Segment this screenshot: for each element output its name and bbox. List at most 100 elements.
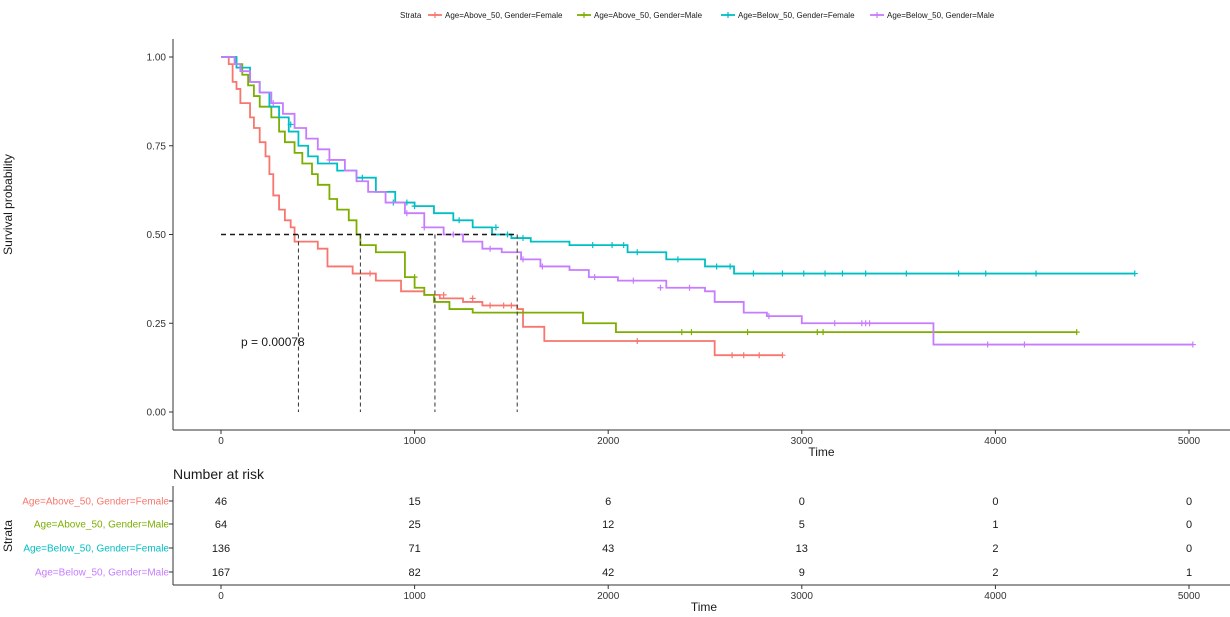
survival-plot: 0 1000 2000 3000 4000 5000 0.00 0.25 0.50 0.75 1.0… [1, 39, 1230, 459]
legend-entry-label: Age=Above_50, Gender=Male [594, 11, 703, 20]
risk-count: 0 [992, 496, 998, 508]
legend-key-censor [725, 12, 731, 18]
x-tick-label: 3000 [791, 436, 814, 447]
censor-mark [822, 270, 829, 277]
censor-mark [657, 284, 664, 291]
censor-mark [750, 270, 757, 277]
risk-count: 0 [1186, 496, 1192, 508]
legend-key-censor [874, 12, 880, 18]
y-tick-label: 0.75 [147, 141, 167, 152]
legend-entry-label: Age=Below_50, Gender=Female [738, 11, 855, 20]
censor-mark [686, 284, 693, 291]
risk-count: 71 [408, 543, 420, 555]
risk-count: 9 [799, 567, 805, 579]
censor-mark [866, 320, 873, 327]
censor-mark [520, 256, 527, 263]
censor-mark [839, 270, 846, 277]
censor-mark [630, 277, 637, 284]
censor-mark [820, 329, 827, 336]
censor-mark [800, 270, 807, 277]
x-tick-label: 0 [218, 436, 224, 447]
risk-row-label: Age=Above_50, Gender=Male [34, 520, 170, 531]
censor-mark [591, 274, 598, 281]
censor-mark [744, 329, 751, 336]
y-axis-title: Survival probability [1, 154, 15, 255]
risk-count: 0 [799, 496, 805, 508]
censor-mark [469, 295, 476, 302]
censor-mark [520, 235, 527, 242]
censor-mark [1033, 270, 1040, 277]
censor-mark [359, 174, 366, 181]
risk-count: 12 [602, 519, 614, 531]
p-value-annotation: p = 0.00078 [241, 335, 305, 349]
censor-mark [411, 274, 418, 281]
censor-mark [814, 329, 821, 336]
risk-x-tick-label: 2000 [597, 591, 620, 602]
risk-count: 43 [602, 543, 614, 555]
censor-mark [403, 210, 410, 217]
risk-y-axis-title: Strata [1, 520, 15, 552]
risk-x-tick-label: 4000 [984, 591, 1007, 602]
x-axis-title: Time [808, 445, 835, 459]
censor-mark [779, 352, 786, 359]
censor-mark [982, 270, 989, 277]
risk-count: 82 [408, 567, 420, 579]
censor-mark [508, 302, 515, 309]
censor-mark [1189, 341, 1196, 348]
censor-mark [984, 341, 991, 348]
censor-mark [674, 256, 681, 263]
censor-mark [779, 270, 786, 277]
censor-mark [740, 352, 747, 359]
km-curve-series-4 [221, 56, 1193, 346]
censor-mark [729, 352, 736, 359]
censor-mark [634, 338, 641, 344]
censor-mark [589, 242, 596, 249]
x-tick-label: 1000 [403, 436, 426, 447]
censor-mark [487, 245, 494, 252]
censor-mark [620, 242, 627, 249]
censor-mark [678, 329, 685, 336]
censor-mark [270, 100, 277, 107]
risk-count: 42 [602, 567, 614, 579]
censor-mark [456, 217, 463, 224]
censor-mark [634, 249, 641, 256]
risk-count: 15 [408, 496, 420, 508]
legend-key-censor [432, 12, 438, 18]
censor-mark [492, 224, 499, 231]
censor-mark [1021, 341, 1028, 348]
censor-mark [713, 263, 720, 270]
risk-count: 6 [605, 496, 611, 508]
risk-row-label: Age=Above_50, Gender=Female [22, 497, 169, 508]
risk-x-axis-title: Time [691, 600, 718, 614]
risk-count: 25 [408, 519, 420, 531]
risk-count: 0 [1186, 519, 1192, 531]
risk-count: 136 [212, 543, 230, 555]
risk-table: Number at risk Age=Above_50, Gender=Femal… [1, 466, 1230, 614]
y-tick-label: 0.25 [147, 319, 167, 330]
censor-mark [765, 313, 772, 320]
censor-mark [862, 270, 869, 277]
censor-mark [326, 156, 333, 163]
risk-count: 64 [215, 519, 227, 531]
x-tick-label: 4000 [984, 436, 1007, 447]
censor-mark [727, 263, 734, 270]
censor-mark [609, 242, 616, 249]
risk-x-tick-label: 0 [218, 591, 224, 602]
censor-mark [440, 291, 447, 298]
censor-mark [287, 121, 294, 128]
censor-mark [421, 224, 428, 231]
censor-mark [539, 263, 546, 270]
risk-table-title: Number at risk [173, 466, 265, 482]
risk-row-label: Age=Below_50, Gender=Female [23, 544, 169, 555]
censor-mark [756, 352, 763, 359]
y-tick-label: 1.00 [147, 53, 167, 64]
risk-x-tick-label: 1000 [403, 591, 426, 602]
censor-mark [411, 203, 418, 210]
risk-x-tick-label: 5000 [1178, 591, 1201, 602]
censor-mark [1131, 270, 1138, 277]
censor-mark [1073, 329, 1080, 336]
legend-entry-label: Age=Above_50, Gender=Female [445, 11, 563, 20]
y-tick-label: 0.50 [147, 230, 167, 241]
x-tick-label: 2000 [597, 436, 620, 447]
